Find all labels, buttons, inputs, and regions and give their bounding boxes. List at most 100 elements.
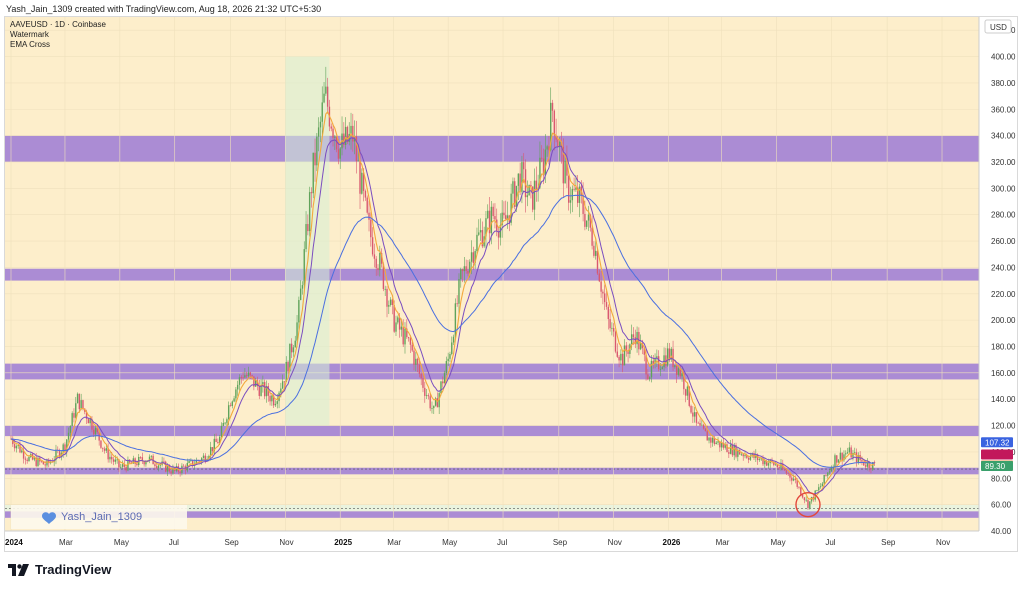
candle-body (458, 279, 460, 304)
candle-body (494, 216, 496, 220)
candle-body (397, 317, 399, 323)
candle-body (688, 386, 690, 406)
candle-body (308, 192, 311, 232)
candle-body (801, 494, 804, 498)
price-tag (981, 449, 1013, 460)
candle-body (87, 418, 90, 424)
y-tick-label: 240.00 (991, 263, 1016, 272)
candle-body (67, 432, 70, 440)
candle-body (404, 328, 406, 345)
candle-body (598, 273, 600, 282)
candle-body (100, 440, 102, 448)
candle-body (165, 461, 167, 472)
candle-body (805, 499, 807, 501)
candle-body (846, 452, 849, 454)
candle-body (24, 458, 27, 460)
candle-body (258, 386, 260, 396)
candle-body (281, 381, 284, 389)
price-chart[interactable]: 420.00400.00380.00360.00340.00320.00300.… (5, 17, 1017, 551)
candle-body (370, 219, 372, 238)
candle-body (362, 172, 365, 191)
candles-layer (10, 66, 876, 510)
candle-body (285, 361, 287, 382)
candle-body (697, 422, 699, 424)
candle-body (605, 302, 608, 307)
candle-body (15, 446, 18, 449)
candle-body (870, 467, 872, 470)
support-resistance-zone (5, 425, 979, 437)
candle-body (639, 343, 642, 350)
candle-body (548, 146, 550, 151)
candle-body (771, 459, 773, 462)
candle-body (393, 304, 395, 332)
candle-body (742, 454, 744, 457)
candle-body (836, 455, 838, 463)
candle-body (454, 303, 457, 337)
candle-body (751, 453, 753, 456)
candle-body (386, 288, 388, 307)
candle-body (470, 252, 473, 262)
candle-body (13, 444, 16, 449)
candle-body (539, 157, 541, 188)
candle-body (672, 348, 674, 368)
candle-body (80, 400, 82, 410)
candle-body (98, 432, 100, 441)
candle-body (96, 427, 99, 433)
candle-body (69, 426, 72, 433)
candle-body (866, 461, 869, 467)
candle-body (305, 224, 307, 250)
y-tick-label: 140.00 (991, 395, 1016, 404)
support-resistance-zone (5, 135, 979, 162)
candle-body (17, 445, 19, 447)
candle-body (864, 465, 867, 467)
candle-body (145, 461, 147, 465)
candle-body (497, 231, 500, 238)
candle-body (109, 456, 111, 460)
candle-body (276, 401, 278, 404)
y-tick-label: 200.00 (991, 316, 1016, 325)
candle-body (609, 319, 611, 329)
candle-body (523, 162, 525, 170)
candle-body (244, 375, 246, 378)
candle-body (262, 382, 264, 386)
candle-body (251, 375, 253, 377)
candle-body (711, 437, 714, 443)
candle-body (603, 293, 606, 303)
candle-body (326, 86, 329, 107)
chart-frame[interactable]: 420.00400.00380.00360.00340.00320.00300.… (4, 16, 1018, 552)
indicator-ema-cross[interactable]: EMA Cross (10, 40, 50, 49)
candle-body (447, 358, 449, 362)
candle-body (542, 158, 545, 176)
support-resistance-zone (5, 363, 979, 380)
candle-body (810, 497, 813, 502)
indicator-watermark[interactable]: Watermark (10, 30, 50, 39)
candle-body (841, 452, 843, 461)
candle-body (465, 266, 467, 271)
candle-body (533, 180, 536, 210)
candle-body (136, 463, 138, 466)
candle-body (42, 461, 45, 465)
candle-body (647, 374, 649, 380)
candle-body (154, 464, 156, 467)
support-resistance-zone (5, 467, 979, 475)
candle-body (593, 245, 595, 256)
candle-body (551, 102, 554, 111)
candle-body (19, 445, 21, 453)
candle-body (510, 193, 512, 223)
candle-body (715, 442, 717, 445)
candle-body (749, 455, 752, 460)
candle-body (616, 351, 618, 357)
currency-badge[interactable]: USD (984, 19, 1012, 34)
candle-body (211, 447, 214, 452)
candle-body (512, 181, 514, 194)
candle-body (594, 250, 597, 256)
watermark-box: Yash_Jain_1309 (11, 505, 187, 529)
footer-brand[interactable]: TradingView (35, 562, 112, 577)
candle-body (618, 356, 620, 361)
candle-body (195, 460, 198, 465)
candle-body (231, 401, 233, 407)
candle-body (661, 367, 663, 369)
candle-body (312, 152, 314, 194)
candle-body (269, 395, 271, 402)
candle-body (352, 125, 354, 142)
